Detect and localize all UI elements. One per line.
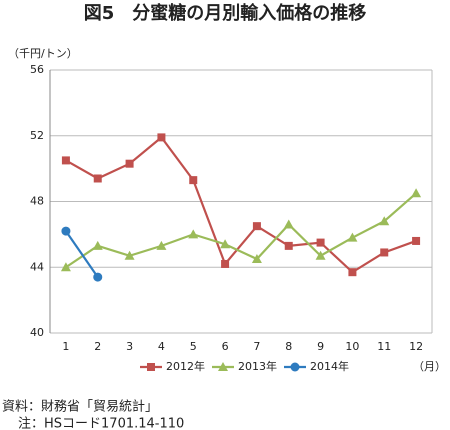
x-tick-label: 4 xyxy=(158,340,165,353)
marker xyxy=(92,240,103,250)
note: 注：HSコード1701.14-110 xyxy=(18,417,184,430)
marker xyxy=(251,254,262,264)
marker xyxy=(60,262,71,272)
marker xyxy=(411,188,422,198)
marker xyxy=(125,159,134,168)
series-line xyxy=(65,230,99,278)
legend-label: 2014年 xyxy=(310,359,349,373)
x-tick-label: 3 xyxy=(126,340,133,353)
x-tick-label: 12 xyxy=(409,340,423,353)
marker xyxy=(347,232,358,242)
marker xyxy=(348,268,357,277)
marker xyxy=(218,362,228,371)
marker xyxy=(220,239,231,249)
marker xyxy=(379,216,390,226)
series-line xyxy=(65,135,417,274)
marker xyxy=(283,219,294,229)
y-tick-label: 52 xyxy=(30,129,44,142)
marker xyxy=(290,362,300,372)
marker xyxy=(147,363,155,371)
legend-label: 2012年 xyxy=(166,359,205,373)
legend-label: 2013年 xyxy=(238,359,277,373)
note: 資料：財務省「貿易統計」 xyxy=(2,399,158,415)
x-tick-label: 9 xyxy=(317,340,324,353)
marker xyxy=(252,222,261,231)
y-axis-label: （千円/トン） xyxy=(8,47,78,60)
marker xyxy=(188,229,199,239)
x-tick-label: 8 xyxy=(285,340,292,353)
x-tick-label: 11 xyxy=(377,340,391,353)
marker xyxy=(156,240,167,250)
marker xyxy=(221,259,230,268)
x-axis-label: （月） xyxy=(413,360,446,373)
x-tick-label: 10 xyxy=(345,340,359,353)
marker xyxy=(93,174,102,183)
y-tick-label: 44 xyxy=(30,260,44,273)
marker xyxy=(157,133,166,142)
series-line xyxy=(65,192,417,269)
x-tick-label: 7 xyxy=(253,340,260,353)
y-tick-label: 56 xyxy=(30,63,44,76)
marker xyxy=(316,238,325,247)
marker xyxy=(284,241,293,250)
x-tick-label: 1 xyxy=(62,340,69,353)
marker xyxy=(93,272,103,282)
chart-title: 図5 分蜜糖の月別輸入価格の推移 xyxy=(84,2,367,24)
x-tick-label: 2 xyxy=(94,340,101,353)
x-tick-label: 5 xyxy=(190,340,197,353)
marker xyxy=(189,176,198,185)
marker xyxy=(61,156,70,165)
marker xyxy=(124,250,135,260)
marker xyxy=(315,250,326,260)
x-tick-label: 6 xyxy=(222,340,229,353)
y-tick-label: 40 xyxy=(30,326,44,339)
marker xyxy=(412,236,421,245)
marker xyxy=(380,248,389,257)
marker xyxy=(61,226,71,236)
y-tick-label: 48 xyxy=(30,195,44,208)
